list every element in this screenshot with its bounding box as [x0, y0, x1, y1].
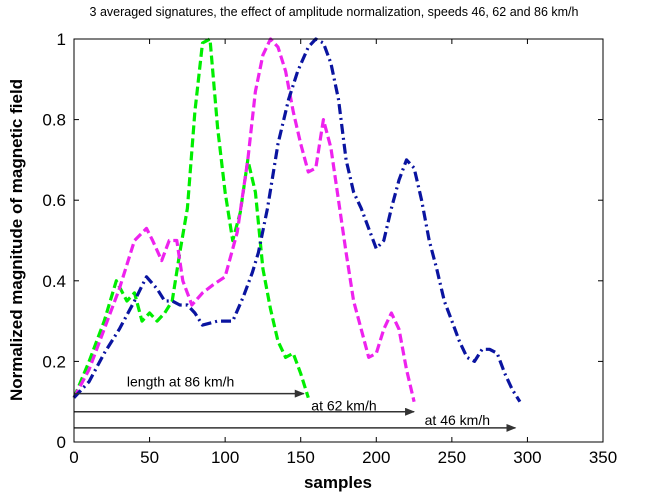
x-tick-label-1: 50: [140, 448, 159, 467]
series-layer: [72, 37, 522, 403]
y-tick-label-0: 0: [57, 433, 66, 452]
annotation-label-0: length at 86 km/h: [127, 374, 234, 390]
plot-frame: [73, 38, 604, 443]
x-tick-label-7: 350: [589, 448, 617, 467]
x-tick-label-5: 250: [438, 448, 466, 467]
annotations-layer: length at 86 km/h at 62 km/h at 46 km/h: [74, 374, 517, 432]
y-tick-label-4: 0.8: [42, 111, 66, 130]
series-line-1: [72, 37, 416, 403]
x-tick-label-3: 150: [287, 448, 315, 467]
series-line-0: [72, 37, 310, 399]
x-tick-label-0: 0: [69, 448, 78, 467]
annotation-label-1: at 62 km/h: [311, 398, 376, 414]
chart-title: 3 averaged signatures, the effect of amp…: [90, 5, 579, 19]
series-line-2: [72, 37, 522, 403]
y-tick-label-5: 1: [57, 30, 66, 49]
y-axis-label: Normalized magnitude of magnetic field: [7, 79, 26, 401]
x-tick-label-6: 300: [513, 448, 541, 467]
x-tick-label-2: 100: [211, 448, 239, 467]
ticks-layer: 0 50 100 150 200 250 300 350 0 0.2 0.4 0.6 0.8 1: [42, 30, 617, 467]
annotation-label-2: at 46 km/h: [425, 412, 490, 428]
x-tick-label-4: 200: [362, 448, 390, 467]
y-tick-label-1: 0.2: [42, 352, 66, 371]
y-tick-label-2: 0.4: [42, 272, 66, 291]
x-axis-label: samples: [304, 473, 372, 492]
y-tick-label-3: 0.6: [42, 191, 66, 210]
